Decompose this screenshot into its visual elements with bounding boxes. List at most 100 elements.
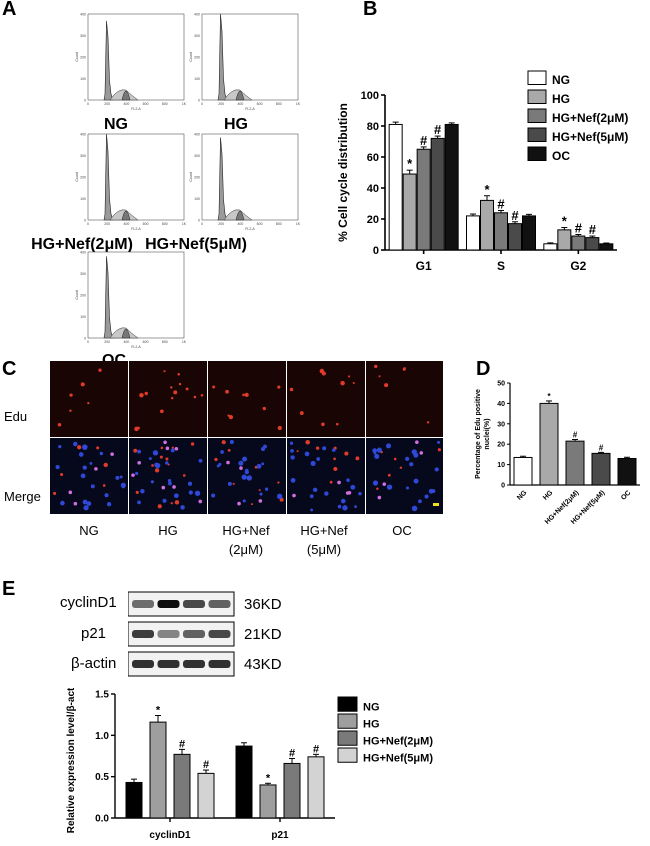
histogram-ytick: 0 [198,99,200,103]
legend-entry: HG+Nef(5μM) [552,130,628,144]
dapi-nucleus [290,477,296,483]
blot-band [183,660,205,668]
edu-nucleus [289,387,294,392]
edu-nucleus [212,385,216,389]
edu-nucleus [57,422,62,427]
histogram-xtick: 400 [237,222,243,226]
edu-nucleus [170,502,173,505]
histogram-xlabel: FL2-A [131,227,141,231]
dapi-nucleus [316,457,321,461]
histogram-caption: HG+Nef(2μM) [31,236,133,253]
dapi-nucleus [424,494,429,499]
histogram-xtick: 0 [201,102,203,106]
column-label-line1: OC [392,523,412,538]
legend-swatch [527,146,547,161]
dapi-nucleus [346,478,350,482]
y-tick-label: 100 [361,90,379,102]
merged-nucleus [337,480,341,485]
blot-image [128,591,235,677]
histogram-ytick: 0 [84,99,86,103]
micro-cell-bg [50,361,128,437]
blot-band [132,630,154,638]
histogram-xlabel: FL2-A [245,107,255,111]
micro-cell-bg [366,361,443,437]
dapi-nucleus [173,493,179,499]
dapi-nucleus [167,481,172,486]
dapi-nucleus [194,490,201,496]
edu-nucleus [258,489,261,492]
histogram-ytick: 300 [80,34,86,38]
legend-entry: HG [363,719,380,731]
dapi-nucleus [78,452,84,457]
dapi-nucleus [137,449,142,454]
column-label-line1: HG [158,523,178,538]
dapi-nucleus [227,481,232,486]
edu-nucleus [277,385,281,389]
dapi-nucleus [229,439,234,445]
histogram-xtick: 200 [104,222,110,226]
dapi-nucleus [211,493,216,498]
edu-nucleus [135,490,139,495]
dapi-nucleus [374,453,380,459]
dapi-nucleus [55,465,60,470]
histogram-ytick: 400 [194,13,200,17]
histogram-xtick: 1K [296,222,301,226]
edu-nucleus [378,375,381,378]
histogram-xtick: 800 [276,102,282,106]
edu-nucleus [160,446,164,450]
panel-d-edu-chart: 0 10 20 30 40 50 Percentage of Edu positive nuc… [475,381,640,526]
column-label-line1: NG [79,523,99,538]
edu-nucleus [305,439,310,445]
row-label-edu: Edu [4,409,28,424]
blot-size-cyclind1: 36KD [244,596,282,613]
edu-nucleus [96,446,100,450]
edu-nucleus [154,468,160,473]
dapi-nucleus [242,456,248,462]
bar-OC-S [522,215,536,251]
edu-nucleus [170,396,174,400]
histogram-xtick: 1K [182,222,187,226]
legend-swatch [337,713,358,729]
edu-nucleus [173,390,178,395]
histogram-xtick: 800 [276,222,282,226]
histogram-xtick: 0 [87,102,89,106]
dapi-nucleus [276,493,283,500]
blot-label-beta-actin: β-actin [71,655,117,672]
column-label: HG [123,521,213,540]
legend-swatch [527,127,547,142]
panel-letter-e: E [2,578,16,600]
histogram-xtick: 200 [104,340,110,344]
histogram-xtick: 600 [257,102,263,106]
edu-nucleus [227,448,231,452]
bar-NG-cyclinD1 [125,781,143,819]
edu-nucleus [244,392,249,397]
histogram-xlabel: FL2-A [131,107,141,111]
dapi-nucleus [434,467,439,472]
dapi-nucleus [263,444,267,449]
edu-nucleus [200,394,204,397]
significance-mark: # [573,431,578,440]
histogram-ytick: 0 [84,219,86,223]
dapi-nucleus [386,443,392,449]
merged-nucleus [110,452,114,456]
histogram-xtick: 0 [87,340,89,344]
edu-nucleus [344,451,349,456]
edu-nucleus [170,386,173,389]
dapi-nucleus [413,452,419,458]
histogram-ytick: 200 [194,56,200,60]
dapi-nucleus [137,500,141,505]
dapi-nucleus [246,475,252,481]
dapi-nucleus [82,465,87,470]
dapi-nucleus [310,460,316,466]
histogram-xtick: 1K [182,340,187,344]
bar-HG+Nef(2μM) [565,440,585,486]
edu-nucleus [355,456,360,461]
edu-nucleus [262,406,267,411]
dapi-nucleus [409,462,414,467]
dapi-nucleus [58,444,62,449]
bar-HG+Nef(2μM)-G1 [416,148,431,251]
y-tick-label: 0.5 [95,772,109,783]
